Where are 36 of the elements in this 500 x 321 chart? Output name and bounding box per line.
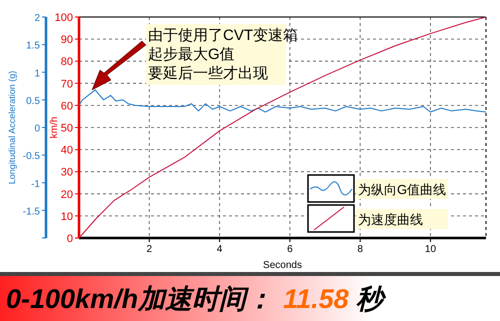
y-tick-label: 100 bbox=[54, 12, 73, 24]
annotation: 起步最大G值 bbox=[148, 46, 235, 63]
y-tick-label: 40 bbox=[60, 144, 73, 157]
x-tick-label: 4 bbox=[216, 244, 223, 255]
x-tick-label: 10 bbox=[424, 244, 436, 255]
y2-tick-label: 1 bbox=[34, 68, 40, 80]
x-tick-label: 6 bbox=[287, 244, 294, 255]
y2-axis-title: Longitudinal Acceleration (g) bbox=[7, 70, 17, 184]
line-series bbox=[78, 16, 486, 238]
legend-label: 为速度曲线 bbox=[358, 212, 423, 227]
annotation: 要延后一些才出现 bbox=[148, 65, 268, 82]
y2-tick-label: -1 bbox=[31, 178, 40, 190]
y-tick-label: 60 bbox=[60, 100, 73, 112]
text: 0-100km/h加速时间： bbox=[6, 284, 274, 314]
y-tick-label: 70 bbox=[60, 78, 73, 90]
y2-tick-label: 1.5 bbox=[26, 40, 40, 52]
y2-tick-label: -1.5 bbox=[22, 206, 40, 218]
y-tick-label: 80 bbox=[60, 56, 73, 68]
y2-tick-label: 2 bbox=[34, 13, 40, 24]
y2-tick-label: 0 bbox=[34, 124, 40, 134]
y-tick-label: 20 bbox=[60, 188, 73, 201]
annotation: 由于使用了CVT变速箱 bbox=[148, 27, 298, 44]
legend-label: 为纵向G值曲线 bbox=[358, 182, 446, 197]
y-tick-label: 90 bbox=[60, 34, 73, 46]
y2-tick-label: -0.5 bbox=[22, 151, 40, 162]
x-axis-title: Seconds bbox=[263, 260, 302, 271]
y2-tick-label: 0.5 bbox=[26, 96, 40, 107]
y-axis-title: km/h bbox=[49, 116, 60, 138]
y-tick-label: 50 bbox=[60, 122, 73, 134]
y-tick-label: 10 bbox=[60, 210, 73, 223]
text: 11.58 秒 bbox=[283, 284, 388, 314]
x-tick-label: 8 bbox=[357, 244, 364, 255]
y-tick-label: 0 bbox=[66, 233, 73, 245]
y-tick-label: 30 bbox=[60, 166, 73, 179]
x-tick-label: 2 bbox=[146, 244, 153, 255]
line-series bbox=[78, 89, 486, 113]
